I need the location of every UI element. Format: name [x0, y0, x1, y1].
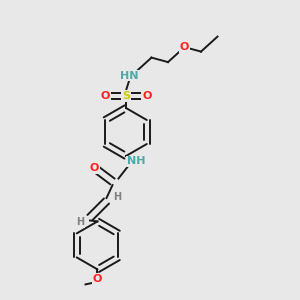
Text: O: O [93, 274, 102, 284]
Text: S: S [122, 91, 130, 101]
Text: O: O [100, 91, 110, 101]
Text: H: H [113, 191, 121, 202]
Text: H: H [76, 217, 84, 227]
Text: O: O [142, 91, 152, 101]
Text: O: O [180, 42, 189, 52]
Text: HN: HN [120, 70, 138, 81]
Text: NH: NH [127, 156, 146, 167]
Text: O: O [90, 163, 99, 173]
